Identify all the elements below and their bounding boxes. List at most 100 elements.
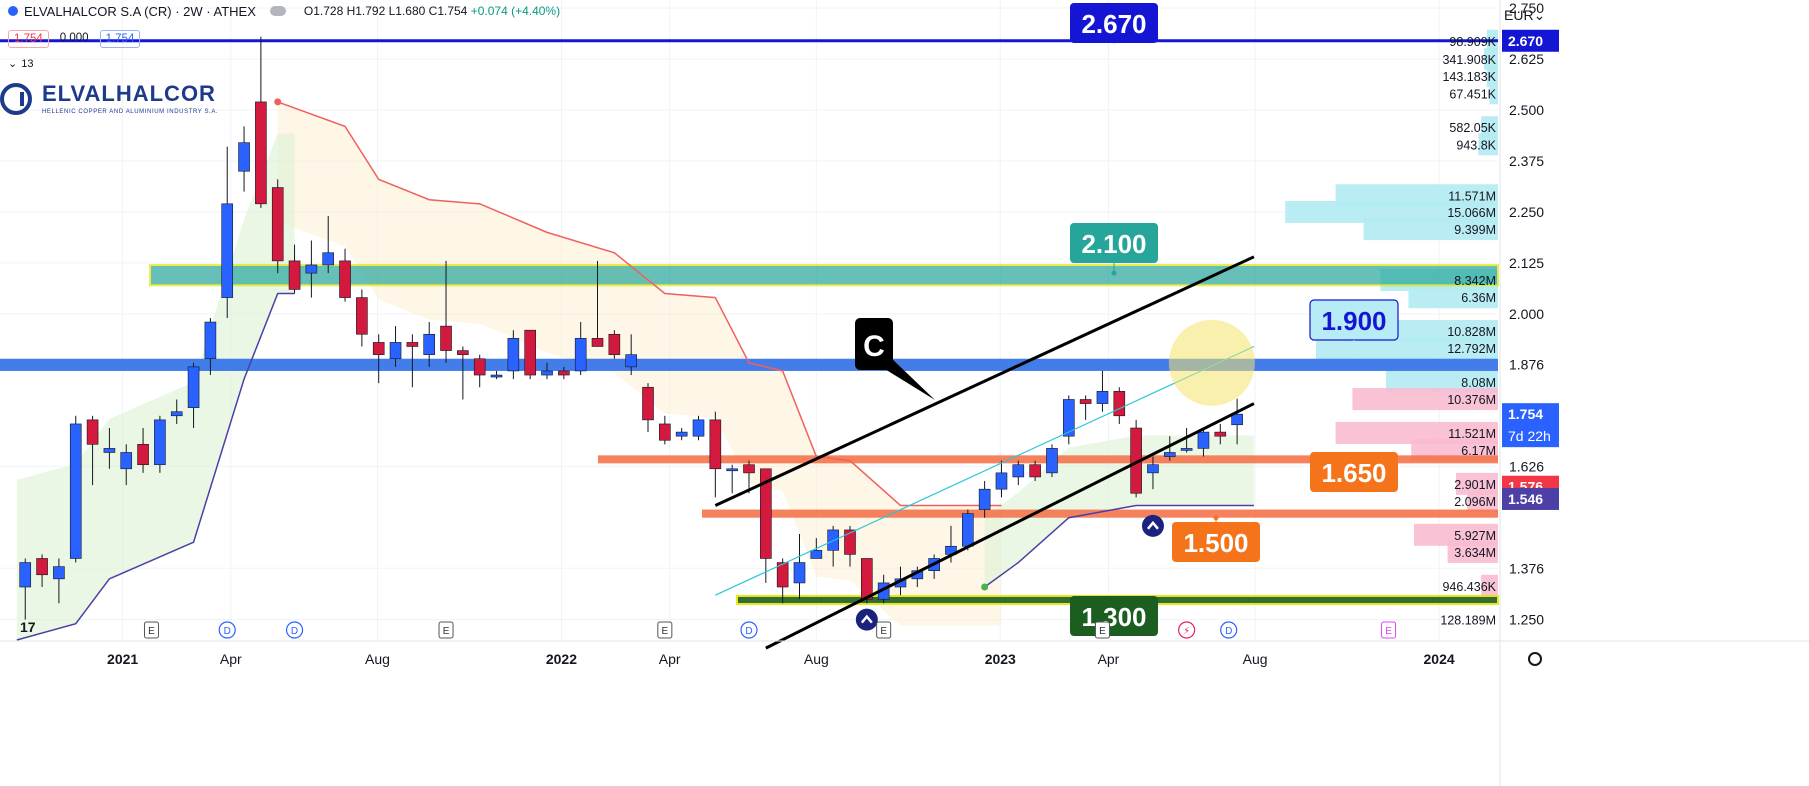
candle-body bbox=[1197, 431, 1210, 449]
candle-body bbox=[187, 366, 200, 408]
candle-body bbox=[1062, 399, 1075, 437]
change-text: +0.074 (+4.40%) bbox=[470, 4, 561, 18]
candle-body bbox=[221, 203, 234, 298]
candle-body bbox=[861, 558, 873, 600]
candle-body bbox=[692, 419, 705, 437]
earnings-event-icon bbox=[438, 621, 454, 639]
candle-body bbox=[103, 448, 116, 453]
candle-body bbox=[389, 342, 402, 360]
teal-resistance-zone bbox=[149, 263, 1499, 287]
logo-mark-icon bbox=[0, 83, 32, 115]
candle bbox=[659, 415, 671, 445]
earnings-event-label: E bbox=[662, 626, 669, 637]
candle-body bbox=[288, 260, 301, 290]
time-axis-label: 2022 bbox=[546, 651, 577, 667]
volume-profile-bar bbox=[1335, 184, 1498, 207]
dividend-event-icon bbox=[740, 621, 758, 639]
candle-body bbox=[238, 142, 250, 172]
ask-button[interactable]: 1.754 bbox=[99, 30, 141, 48]
candle bbox=[440, 260, 452, 363]
candle-body bbox=[69, 423, 82, 559]
currency-selector[interactable]: EUR⌄ bbox=[1504, 7, 1545, 24]
volume-profile-label: 143.183K bbox=[1442, 70, 1496, 84]
trailing-stop-line bbox=[277, 101, 1002, 507]
dividend-event-label: D bbox=[291, 626, 298, 637]
candle bbox=[490, 370, 503, 380]
price-axis-tick: 1.876 bbox=[1509, 356, 1544, 372]
orange-support-zone-lower bbox=[702, 509, 1498, 518]
level-label-box bbox=[1172, 522, 1260, 562]
candle bbox=[1130, 419, 1142, 498]
exchange-flag-icon bbox=[8, 6, 18, 16]
candle bbox=[692, 415, 705, 441]
candle-body bbox=[1029, 464, 1041, 478]
candle-body bbox=[154, 419, 166, 466]
candle-body bbox=[810, 550, 823, 559]
price-tag-1754: 1.754 7d 22h bbox=[1502, 403, 1559, 448]
level-label-text: 2.100 bbox=[1081, 229, 1146, 259]
volume-profile-bar bbox=[1489, 82, 1498, 105]
channel-lower-line bbox=[765, 402, 1255, 650]
earnings-event-icon bbox=[1381, 621, 1397, 639]
chevron-down-icon: ⌄ bbox=[1533, 7, 1546, 23]
candle bbox=[558, 366, 570, 380]
candle-body bbox=[844, 529, 856, 555]
candle bbox=[1214, 423, 1227, 445]
candle bbox=[187, 362, 200, 429]
level-label-1500: 1.500 bbox=[1172, 515, 1260, 562]
candle-body bbox=[1180, 448, 1193, 451]
candle bbox=[473, 354, 486, 388]
logo-tagline: HELLENIC COPPER AND ALUMINIUM INDUSTRY S… bbox=[42, 109, 219, 115]
indicators-toggle[interactable]: ⌄ 13 bbox=[8, 57, 33, 71]
candle-body bbox=[675, 431, 688, 437]
split-event-glyph: ⚡ bbox=[1183, 626, 1190, 637]
level-label-box bbox=[1070, 596, 1158, 636]
level-label-box bbox=[1070, 223, 1158, 263]
candle-body bbox=[591, 338, 604, 347]
volume-profile-bar bbox=[1335, 421, 1498, 444]
dividend-event-icon bbox=[1220, 621, 1238, 639]
volume-profile-label: 10.828M bbox=[1447, 325, 1496, 339]
trailing-support-line-2 bbox=[984, 504, 1254, 588]
candle-body bbox=[339, 260, 351, 298]
candle-body bbox=[372, 342, 385, 355]
candle bbox=[995, 460, 1008, 498]
volume-profile-bar bbox=[1481, 116, 1498, 139]
level-label-box bbox=[1070, 3, 1158, 43]
visibility-toggle-icon[interactable] bbox=[269, 6, 286, 16]
level-label-anchor bbox=[1351, 454, 1357, 460]
blue-resistance-zone bbox=[0, 358, 1498, 371]
time-axis-label: Apr bbox=[1098, 651, 1120, 667]
settings-gear-icon[interactable] bbox=[1528, 652, 1542, 666]
earnings-event-icon bbox=[657, 621, 673, 639]
candle bbox=[642, 383, 654, 433]
candle bbox=[608, 330, 621, 359]
candle bbox=[507, 330, 520, 380]
level-label-anchor bbox=[1111, 596, 1117, 602]
level-label-text: 1.500 bbox=[1183, 528, 1248, 558]
candle-body bbox=[962, 513, 974, 547]
earnings-event-label: E bbox=[148, 626, 155, 637]
earnings-event-label: E bbox=[880, 626, 887, 637]
candle bbox=[271, 179, 284, 274]
volume-profile-bar bbox=[1408, 286, 1498, 309]
price-axis-tick: 2.250 bbox=[1509, 204, 1544, 220]
candle-body bbox=[120, 452, 133, 470]
volume-profile-bar bbox=[1386, 370, 1498, 393]
callout-box bbox=[855, 318, 893, 370]
candle-body bbox=[642, 386, 654, 421]
tv-logo-icon: 17 bbox=[20, 619, 36, 635]
candle bbox=[726, 464, 738, 494]
level-label-text: 1.900 bbox=[1321, 306, 1386, 336]
price-tag-1546: 1.546 bbox=[1502, 487, 1559, 510]
symbol-title[interactable]: ELVALHALCOR S.A (CR) · 2W · ATHEX bbox=[24, 3, 256, 19]
candle bbox=[625, 334, 637, 376]
candle bbox=[170, 399, 183, 424]
candle bbox=[221, 146, 234, 318]
candle-body bbox=[743, 464, 755, 474]
candle bbox=[1147, 456, 1159, 490]
candle-body bbox=[1231, 413, 1243, 426]
bid-button[interactable]: 1.754 bbox=[8, 30, 49, 48]
candle bbox=[120, 444, 133, 486]
